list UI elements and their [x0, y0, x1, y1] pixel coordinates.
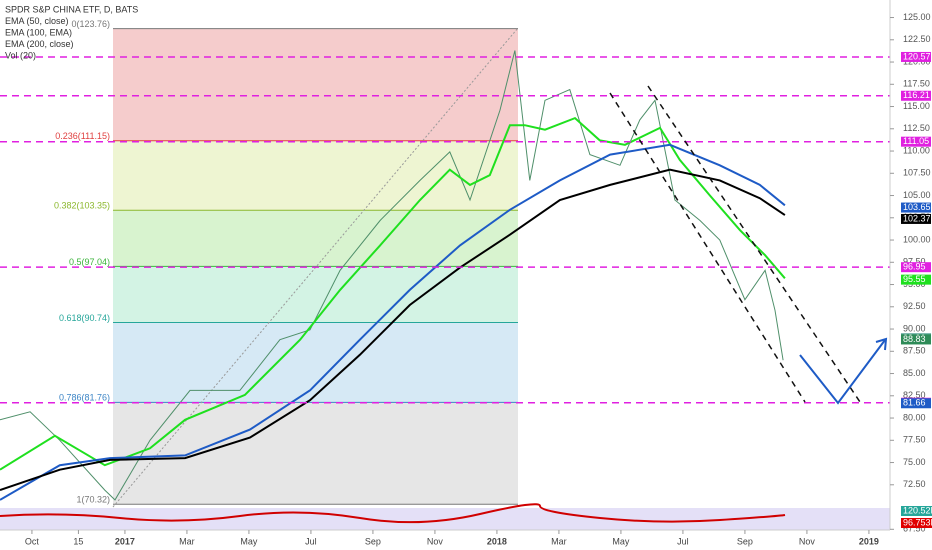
fib-level-label: 0.236(111.15): [55, 131, 110, 141]
price-tag-label: 120.57: [903, 51, 931, 61]
channel: [609, 85, 861, 403]
price-tag-label: 103.65: [903, 202, 931, 212]
fib-level-label: 0(123.76): [71, 19, 110, 29]
legend: SPDR S&P CHINA ETF, D, BATS EMA (50, clos…: [5, 4, 138, 60]
y-tick-label: 72.50: [903, 479, 926, 489]
fib-zone: 0(123.76) 0.236(111.15) 0.382(103.35) 0.5(9…: [54, 19, 518, 505]
fib-zone-band: [113, 210, 518, 267]
y-tick-label: 67.50: [903, 524, 926, 534]
y-tick-label: 122.50: [903, 34, 931, 44]
legend-entry: Vol (20): [5, 50, 36, 60]
fib-zone-band: [113, 322, 518, 403]
volume-ma: [0, 503, 786, 524]
price-tag: [901, 202, 931, 213]
price-tag-label: 95.55: [903, 274, 926, 284]
y-tick-label: 97.50: [903, 257, 926, 267]
legend-entry: SPDR S&P CHINA ETF, D, BATS: [5, 4, 138, 14]
ema-line: [0, 168, 786, 492]
volume-band: [0, 508, 890, 530]
price-tag: [901, 274, 931, 285]
x-tick-label: Sep: [737, 536, 753, 546]
x-tick-label: Nov: [427, 536, 444, 546]
price-tag-label: 102.37: [903, 213, 931, 223]
projection-arrow: [799, 339, 886, 405]
price-tag: [901, 136, 931, 147]
x-tick-label: 2017: [115, 536, 135, 546]
ema-line: [0, 116, 786, 471]
price-tag: [901, 398, 931, 409]
x-tick-label: Sep: [365, 536, 381, 546]
volume-tag-label: 120.52K: [903, 505, 932, 515]
y-tick-label: 90.00: [903, 323, 926, 333]
volume-tag-label: 96.753K: [903, 517, 932, 527]
price-tag: [901, 262, 931, 273]
y-tick-label: 82.50: [903, 390, 926, 400]
fib-zone-band: [113, 402, 518, 505]
plot: [0, 50, 890, 501]
x-tick-label: Nov: [799, 536, 816, 546]
x-tick-label: Jul: [677, 536, 689, 546]
legend-entry: EMA (200, close): [5, 39, 74, 49]
x-tick-label: May: [240, 536, 258, 546]
y-tick-label: 87.50: [903, 346, 926, 356]
y-tick-label: 100.00: [903, 234, 931, 244]
x-tick-label: 15: [73, 536, 83, 546]
y-tick-label: 107.50: [903, 168, 931, 178]
x-tick-label: Mar: [179, 536, 195, 546]
y-tick-label: 77.50: [903, 435, 926, 445]
x-tick-label: May: [612, 536, 630, 546]
fib-level-label: 0.786(81.76): [59, 393, 110, 403]
fib-level-label: 0.618(90.74): [59, 313, 110, 323]
price-tag: [901, 90, 931, 101]
fib-level-label: 0.5(97.04): [69, 257, 110, 267]
x-tick-label: Mar: [551, 536, 567, 546]
y-tick-label: 105.00: [903, 190, 931, 200]
fib-level-label: 1(70.32): [76, 495, 110, 505]
price-tag: [901, 213, 931, 224]
arrow-head: [875, 337, 888, 351]
y-tick-label: 125.00: [903, 12, 931, 22]
y-tick-label: 115.00: [903, 101, 930, 111]
volume-tag: [901, 518, 932, 528]
x-tick-label: 2019: [859, 536, 879, 546]
y-tick-label: 85.00: [903, 368, 926, 378]
y-tick-label: 75.00: [903, 457, 926, 467]
x-tick-label: Jul: [305, 536, 317, 546]
x-tick-label: 2018: [487, 536, 507, 546]
legend-entry: EMA (50, close): [5, 16, 69, 26]
legend-entry: EMA (100, EMA): [5, 27, 72, 37]
y-tick-label: 80.00: [903, 412, 926, 422]
fib-zone-band: [113, 266, 518, 323]
price-tag: [901, 334, 931, 345]
fib-level-label: 0.382(103.35): [54, 201, 110, 211]
volume-tag: [901, 506, 932, 516]
price-tag-label: 96.95: [903, 262, 926, 272]
price-tag-label: 81.66: [903, 398, 926, 408]
y-tick-label: 112.50: [903, 123, 930, 133]
y-tick-label: 110.00: [903, 145, 930, 155]
price-tag: [901, 51, 931, 62]
price-tag-label: 111.05: [903, 136, 929, 146]
price-tag-label: 88.83: [903, 334, 926, 344]
y-tick-label: 92.50: [903, 301, 926, 311]
y-tick-label: 117.50: [903, 79, 930, 89]
price-line: [0, 50, 784, 501]
price-tag-label: 116.21: [903, 90, 930, 100]
fib-zone-band: [113, 28, 518, 141]
x-tick-label: Oct: [25, 536, 40, 546]
